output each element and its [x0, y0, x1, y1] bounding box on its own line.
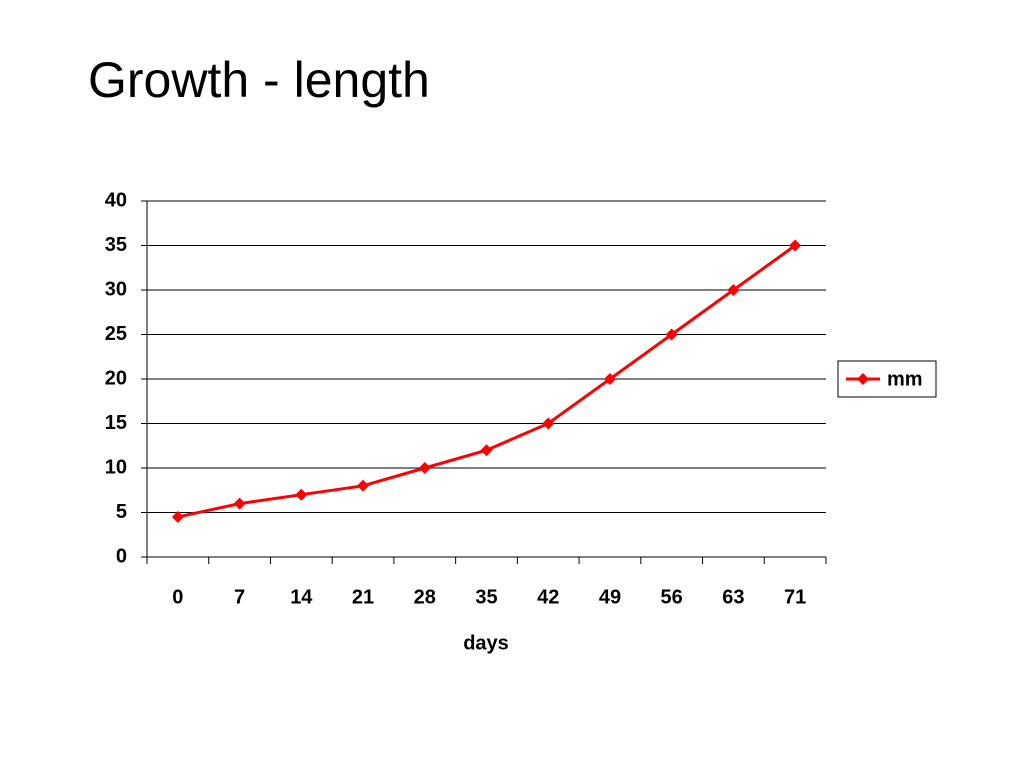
y-tick-label: 5 [116, 501, 127, 523]
y-tick-label: 25 [105, 323, 127, 345]
data-point [665, 328, 678, 341]
x-tick-label: 56 [661, 586, 683, 608]
x-tick-label: 0 [172, 586, 183, 608]
legend-marker [857, 373, 869, 385]
y-tick-label: 15 [105, 412, 127, 434]
data-point [418, 462, 431, 474]
data-point [603, 373, 616, 385]
legend-box [837, 360, 937, 398]
y-tick-label: 0 [116, 545, 127, 567]
data-point [233, 497, 246, 510]
y-tick-label: 30 [105, 278, 127, 300]
x-axis-label: days [463, 632, 509, 654]
x-tick-label: 7 [234, 586, 245, 608]
y-tick-label: 35 [105, 234, 127, 256]
x-tick-label: 42 [537, 586, 559, 608]
x-tick-label: 35 [475, 586, 497, 608]
data-point [542, 417, 555, 430]
data-point [789, 239, 802, 252]
y-tick-label: 20 [105, 367, 127, 389]
x-tick-label: 63 [722, 586, 744, 608]
x-tick-label: 49 [599, 586, 621, 608]
chart-title: Growth - length [88, 52, 430, 108]
legend-label: mm [887, 368, 923, 390]
data-point [480, 444, 493, 457]
x-tick-label: 71 [784, 586, 806, 608]
data-point [171, 510, 184, 523]
x-tick-label: 14 [290, 586, 313, 608]
x-tick-label: 28 [414, 586, 436, 608]
series-line [177, 244, 797, 519]
y-tick-label: 10 [105, 456, 127, 478]
data-point [357, 479, 370, 492]
data-point [727, 284, 740, 296]
data-point [295, 488, 308, 501]
x-tick-label: 21 [352, 586, 374, 608]
y-tick-label: 40 [105, 189, 127, 211]
